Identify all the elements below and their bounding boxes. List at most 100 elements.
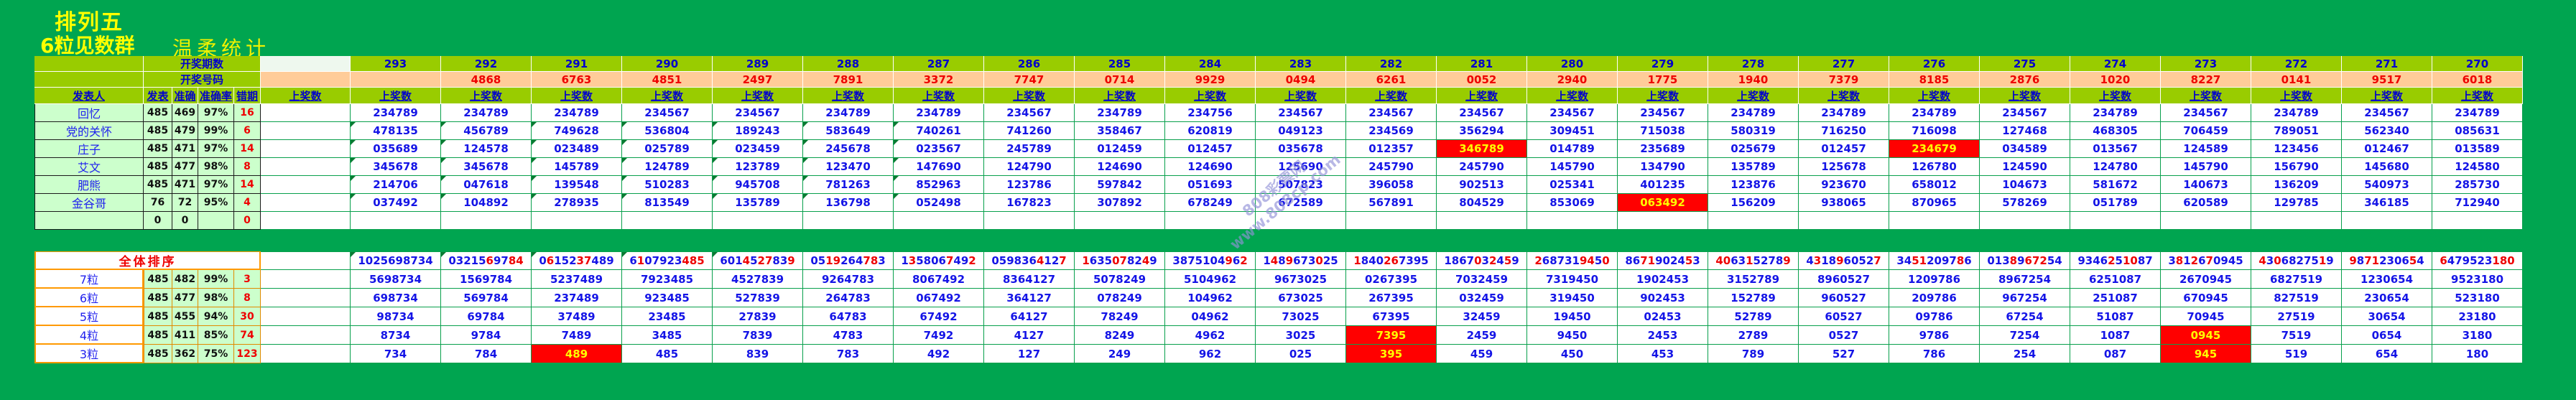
pick-cell-p274[interactable]: 581672 xyxy=(2070,176,2161,194)
pick-cell-p285[interactable]: 307892 xyxy=(1075,194,1165,212)
particle-cell-p283[interactable]: 673025 xyxy=(1256,289,1346,307)
accurate-count[interactable]: 479 xyxy=(172,122,198,140)
pick-cell-p270[interactable]: 124580 xyxy=(2432,158,2523,176)
pick-cell-p287[interactable]: 023567 xyxy=(894,140,984,158)
pick-cell-p292[interactable]: 345678 xyxy=(441,158,532,176)
particle-cell-p288[interactable]: 4783 xyxy=(803,326,894,345)
particle-cell-p279[interactable]: 2453 xyxy=(1618,326,1708,345)
particle-cell-p292[interactable]: 69784 xyxy=(441,307,532,326)
missed-count[interactable]: 4 xyxy=(234,194,261,212)
blank-name[interactable] xyxy=(34,212,144,230)
blank-rate[interactable] xyxy=(198,212,234,230)
published-count[interactable]: 485 xyxy=(144,140,172,158)
pick-cell-p287[interactable]: 852963 xyxy=(894,176,984,194)
particle-cell-p283[interactable]: 025 xyxy=(1256,345,1346,363)
particle-cell-p292[interactable]: 1569784 xyxy=(441,270,532,289)
pick-cell-p277[interactable]: 938065 xyxy=(1799,194,1889,212)
particle-cell-p276[interactable]: 1209786 xyxy=(1889,270,1980,289)
particle-cell-p279[interactable]: 453 xyxy=(1618,345,1708,363)
draw-number-276[interactable]: 8185 xyxy=(1889,72,1980,88)
particle-cell-p278[interactable]: 789 xyxy=(1708,345,1799,363)
pick-cell-p283[interactable]: 049123 xyxy=(1256,122,1346,140)
pick-cell-p275[interactable]: 578269 xyxy=(1980,194,2070,212)
draw-number-282[interactable]: 6261 xyxy=(1346,72,1437,88)
pick-cell-p271[interactable]: 012467 xyxy=(2342,140,2432,158)
published-count[interactable]: 76 xyxy=(144,194,172,212)
particle-cell-p280[interactable]: 19450 xyxy=(1527,307,1618,326)
pick-cell-p279[interactable]: 401235 xyxy=(1618,176,1708,194)
particle-cell-p272[interactable]: 27519 xyxy=(2251,307,2342,326)
draw-number-274[interactable]: 1020 xyxy=(2070,72,2161,88)
draw-number-286[interactable]: 7747 xyxy=(984,72,1075,88)
pick-cell-p272[interactable]: 136209 xyxy=(2251,176,2342,194)
particle-cell-p276[interactable]: 9786 xyxy=(1889,326,1980,345)
pick-cell-p278[interactable]: 234789 xyxy=(1708,104,1799,122)
particle-cell-p293[interactable]: 698734 xyxy=(351,289,441,307)
pick-cell-p273[interactable]: 234567 xyxy=(2161,104,2251,122)
particle-cell-p273[interactable]: 2670945 xyxy=(2161,270,2251,289)
missed-count[interactable]: 14 xyxy=(234,140,261,158)
blank-cell-p272[interactable] xyxy=(2251,212,2342,230)
pick-cell-p287[interactable]: 740261 xyxy=(894,122,984,140)
particle-accurate[interactable]: 362 xyxy=(172,345,198,363)
particle-cell-p287[interactable]: 7492 xyxy=(894,326,984,345)
pick-cell-p278[interactable]: 580319 xyxy=(1708,122,1799,140)
particle-cell-p274[interactable]: 1087 xyxy=(2070,326,2161,345)
period-276[interactable]: 276 xyxy=(1889,56,1980,72)
particle-cell-p274[interactable]: 51087 xyxy=(2070,307,2161,326)
pick-cell-p291[interactable]: 023489 xyxy=(532,140,622,158)
particle-name[interactable]: 5粒 xyxy=(34,307,144,326)
accuracy-rate[interactable]: 95% xyxy=(198,194,234,212)
particle-cell-p272[interactable]: 519 xyxy=(2251,345,2342,363)
accurate-count[interactable]: 469 xyxy=(172,104,198,122)
particle-cell-p273[interactable]: 70945 xyxy=(2161,307,2251,326)
particle-cell-p291[interactable]: 237489 xyxy=(532,289,622,307)
pick-cell-p290[interactable]: 510283 xyxy=(622,176,713,194)
draw-number-278[interactable]: 1940 xyxy=(1708,72,1799,88)
pick-cell-p280[interactable]: 145790 xyxy=(1527,158,1618,176)
particle-accurate[interactable]: 455 xyxy=(172,307,198,326)
pick-blank[interactable] xyxy=(261,140,351,158)
particle-cell-p290[interactable]: 3485 xyxy=(622,326,713,345)
particle-published[interactable]: 485 xyxy=(144,326,172,345)
particle-cell-p287[interactable]: 8067492 xyxy=(894,270,984,289)
pick-cell-p284[interactable]: 234756 xyxy=(1165,104,1256,122)
accuracy-rate[interactable]: 97% xyxy=(198,140,234,158)
pick-cell-p293[interactable]: 035689 xyxy=(351,140,441,158)
particle-cell-p282[interactable]: 7395 xyxy=(1346,326,1437,345)
pick-cell-p274[interactable]: 124780 xyxy=(2070,158,2161,176)
pick-cell-p286[interactable]: 234567 xyxy=(984,104,1075,122)
particle-cell-p284[interactable]: 104962 xyxy=(1165,289,1256,307)
particle-cell-p282[interactable]: 67395 xyxy=(1346,307,1437,326)
period-290[interactable]: 290 xyxy=(622,56,713,72)
pick-cell-p277[interactable]: 234789 xyxy=(1799,104,1889,122)
particle-cell-p283[interactable]: 3025 xyxy=(1256,326,1346,345)
pick-cell-p270[interactable]: 234789 xyxy=(2432,104,2523,122)
pick-cell-p279[interactable]: 063492 xyxy=(1618,194,1708,212)
blank-cell-p273[interactable] xyxy=(2161,212,2251,230)
draw-number-275[interactable]: 2876 xyxy=(1980,72,2070,88)
blank-cell-p281[interactable] xyxy=(1437,212,1527,230)
pick-cell-p279[interactable]: 134790 xyxy=(1618,158,1708,176)
pick-cell-p272[interactable]: 129785 xyxy=(2251,194,2342,212)
draw-number-293[interactable] xyxy=(351,72,441,88)
pick-cell-p281[interactable]: 356294 xyxy=(1437,122,1527,140)
missed-count[interactable]: 8 xyxy=(234,158,261,176)
pick-cell-p280[interactable]: 014789 xyxy=(1527,140,1618,158)
particle-cell-p292[interactable]: 569784 xyxy=(441,289,532,307)
particle-cell-p275[interactable]: 967254 xyxy=(1980,289,2070,307)
pick-cell-p285[interactable]: 597842 xyxy=(1075,176,1165,194)
particle-cell-p286[interactable]: 4127 xyxy=(984,326,1075,345)
particle-name[interactable]: 6粒 xyxy=(34,289,144,307)
draw-number-288[interactable]: 7891 xyxy=(803,72,894,88)
particle-cell-p275[interactable]: 8967254 xyxy=(1980,270,2070,289)
particle-rate[interactable]: 85% xyxy=(198,326,234,345)
pick-cell-p286[interactable]: 245789 xyxy=(984,140,1075,158)
particle-blank-wide[interactable] xyxy=(261,289,351,307)
accurate-count[interactable]: 471 xyxy=(172,140,198,158)
particle-cell-p285[interactable]: 8249 xyxy=(1075,326,1165,345)
